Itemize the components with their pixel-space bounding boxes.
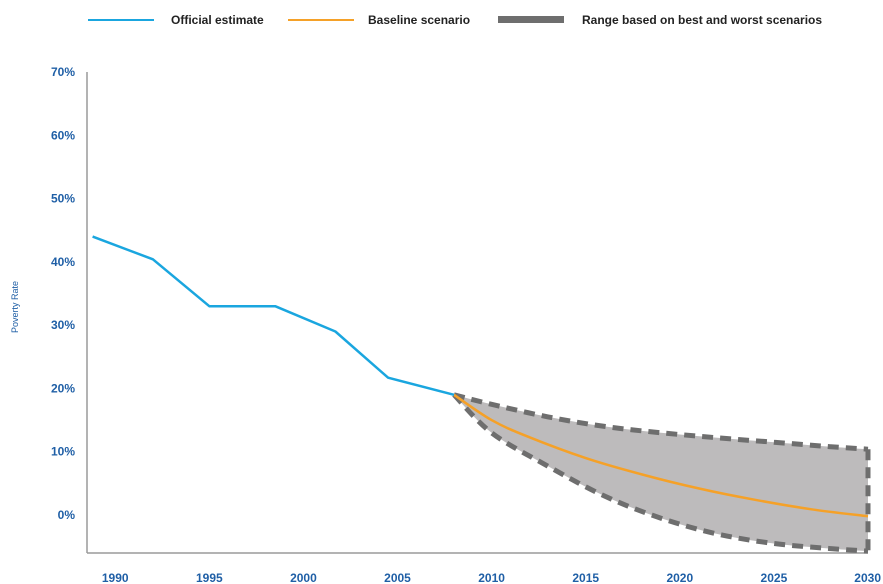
x-tick-label: 2030: [854, 571, 881, 584]
y-tick-label: 70%: [51, 65, 75, 79]
y-tick-labels: 0% 10% 20% 30% 40% 50% 60% 70%: [51, 65, 75, 522]
x-tick-labels: 1990 1995 2000 2005 2010 2015 2020 2025 2030: [102, 571, 881, 584]
x-tick-label: 2020: [666, 571, 693, 584]
y-tick-label: 10%: [51, 445, 75, 459]
x-tick-label: 2010: [478, 571, 505, 584]
range-upper-bound: [453, 392, 869, 452]
x-tick-label: 1995: [196, 571, 223, 584]
axes: [86, 72, 868, 554]
y-tick-label: 30%: [51, 318, 75, 332]
x-tick-label: 2005: [384, 571, 411, 584]
legend-swatch-range: [498, 16, 564, 23]
y-axis-label: Poverty Rate: [10, 281, 20, 333]
y-tick-label: 50%: [51, 192, 75, 206]
y-tick-label: 20%: [51, 381, 75, 395]
legend-label-baseline-scenario: Baseline scenario: [368, 13, 470, 27]
y-tick-label: 60%: [51, 128, 75, 142]
x-tick-label: 2015: [572, 571, 599, 584]
baseline-scenario-line: [453, 393, 869, 518]
x-tick-label: 2000: [290, 571, 317, 584]
y-tick-label: 0%: [58, 508, 76, 522]
y-tick-label: 40%: [51, 255, 75, 269]
x-tick-label: 2025: [761, 571, 788, 584]
plot-area: [92, 235, 871, 554]
legend-label-official-estimate: Official estimate: [171, 13, 264, 27]
legend: Official estimate Baseline scenario Rang…: [88, 13, 822, 27]
legend-label-range: Range based on best and worst scenarios: [582, 13, 822, 27]
x-tick-label: 1990: [102, 571, 129, 584]
range-band-fill: [454, 394, 868, 552]
range-lower-bound: [452, 393, 869, 554]
official-estimate-line: [92, 235, 455, 397]
